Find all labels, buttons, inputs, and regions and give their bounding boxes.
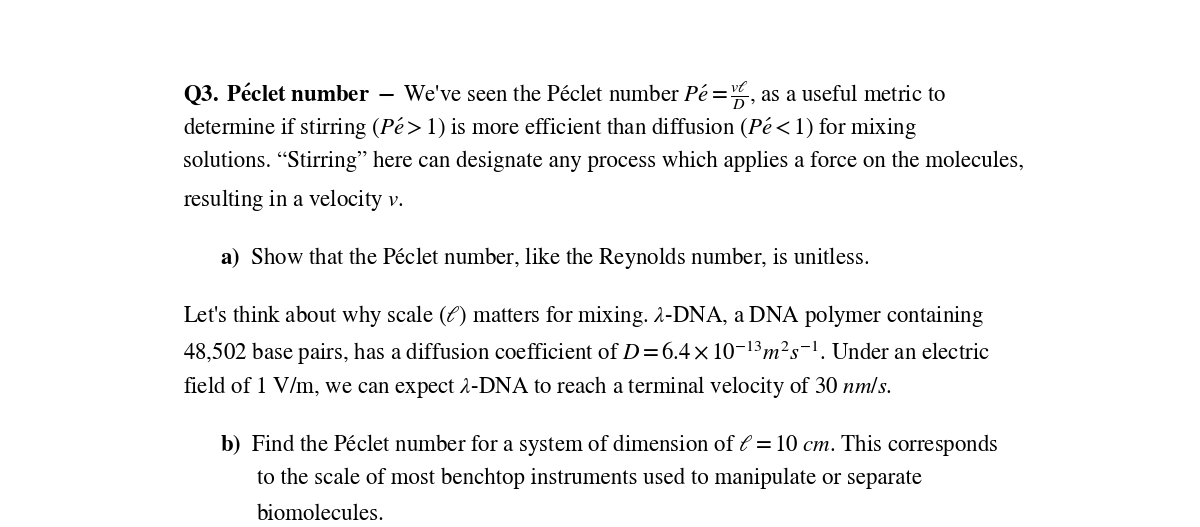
Text: Let's think about why scale $(\ell)$ matters for mixing. $\lambda$-DNA, a DNA po: Let's think about why scale $(\ell)$ mat… [182, 302, 984, 329]
Text: field of 1 V/m, we can expect $\lambda$-DNA to reach a terminal velocity of 30 $: field of 1 V/m, we can expect $\lambda$-… [182, 374, 892, 400]
Text: $\mathbf{b)}$  Find the Péclet number for a system of dimension of $\ell = 10$ $: $\mathbf{b)}$ Find the Péclet number for… [220, 432, 998, 458]
Text: 48,502 base pairs, has a diffusion coefficient of $D = 6.4 \times 10^{-13}m^2s^{: 48,502 base pairs, has a diffusion coeff… [182, 338, 990, 367]
Text: biomolecules.: biomolecules. [257, 503, 385, 525]
Text: $\mathbf{a)}$  Show that the Péclet number, like the Reynolds number, is unitles: $\mathbf{a)}$ Show that the Péclet numbe… [220, 245, 869, 271]
Text: to the scale of most benchtop instruments used to manipulate or separate: to the scale of most benchtop instrument… [257, 468, 922, 489]
Text: resulting in a velocity $v$.: resulting in a velocity $v$. [182, 187, 403, 212]
Text: determine if stirring ($P\'{e} > 1$) is more efficient than diffusion ($P\'{e} <: determine if stirring ($P\'{e} > 1$) is … [182, 115, 917, 141]
Text: $\mathbf{Q3.\ P\'{e}clet\ number}$$\mathbf{\ -}$ We've seen the Péclet number $P: $\mathbf{Q3.\ P\'{e}clet\ number}$$\math… [182, 80, 946, 112]
Text: solutions. “Stirring” here can designate any process which applies a force on th: solutions. “Stirring” here can designate… [182, 151, 1024, 172]
